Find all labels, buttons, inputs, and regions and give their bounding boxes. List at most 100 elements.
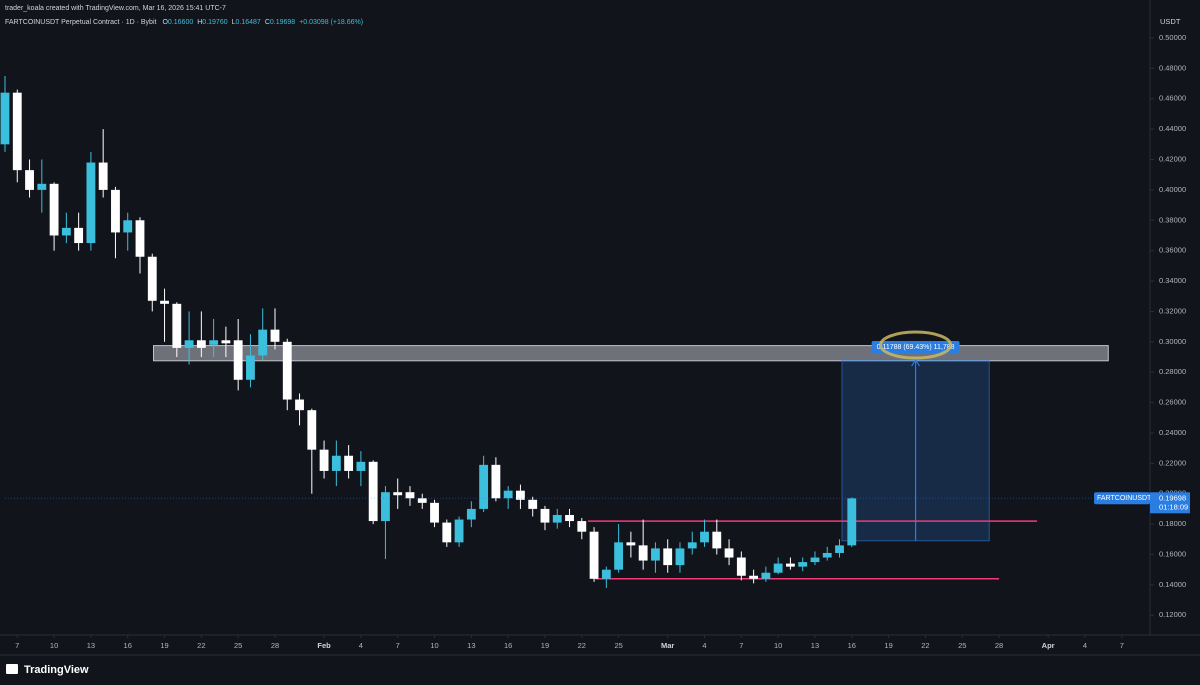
x-tick-label: 16 — [848, 641, 856, 650]
y-tick-label: 0.14000 — [1159, 580, 1186, 589]
price-tag-countdown: 01:18:09 — [1159, 502, 1188, 511]
candle-body — [614, 542, 624, 570]
candle-body — [331, 455, 341, 471]
x-tick-label: 10 — [430, 641, 438, 650]
candle-body — [454, 519, 464, 543]
x-tick-label: 22 — [578, 641, 586, 650]
measure-label: 0.11788 (69.43%) 11,788 — [877, 344, 955, 351]
candle-body — [466, 508, 476, 520]
candle-body — [835, 545, 844, 553]
candle-body — [663, 548, 673, 566]
x-tick-label: 4 — [359, 641, 363, 650]
legend-value: 0.19698 — [270, 19, 295, 26]
x-tick-label: 19 — [160, 641, 168, 650]
candle-body — [405, 492, 415, 499]
candle-body — [258, 329, 268, 356]
candle-body — [589, 531, 599, 579]
candle-body — [307, 410, 317, 450]
candle-body — [638, 545, 648, 561]
candle-body — [135, 220, 145, 257]
x-tick-label: 19 — [541, 641, 549, 650]
candle-body — [798, 562, 808, 567]
candle-body — [98, 162, 108, 190]
candle-body — [700, 531, 709, 543]
candle-body — [74, 227, 84, 244]
candle-body — [37, 183, 47, 190]
x-tick-label: 10 — [774, 641, 782, 650]
candle-body — [736, 557, 746, 576]
candle-body — [601, 569, 611, 579]
candle-body — [368, 461, 378, 522]
legend-key: C — [265, 19, 270, 26]
legend-change: +0.03098 (+18.66%) — [299, 19, 363, 26]
candle-body — [196, 340, 206, 348]
legend-key: O — [162, 19, 168, 26]
candle-body — [773, 563, 783, 573]
candle-body — [417, 498, 427, 503]
x-tick-label: 13 — [467, 641, 475, 650]
candle-body — [393, 492, 403, 496]
x-tick-label: 13 — [811, 641, 819, 650]
candle-body — [552, 514, 562, 523]
x-tick-label: 7 — [396, 641, 400, 650]
y-tick-label: 0.22000 — [1159, 458, 1186, 467]
legend-key: L — [232, 19, 236, 26]
candle-body — [577, 521, 587, 532]
candle-body — [25, 170, 34, 190]
candle-body — [123, 220, 133, 233]
x-tick-label: 25 — [614, 641, 622, 650]
candle-body — [295, 399, 304, 411]
x-tick-label: 28 — [271, 641, 279, 650]
y-tick-label: 0.30000 — [1159, 337, 1186, 346]
candle-body — [565, 514, 574, 522]
legend-key: H — [197, 19, 202, 26]
x-tick-label: 13 — [87, 641, 95, 650]
y-tick-label: 0.24000 — [1159, 428, 1186, 437]
logo: TradingView — [6, 664, 89, 676]
x-tick-label: 22 — [921, 641, 929, 650]
candle-body — [540, 508, 550, 523]
x-tick-label: 4 — [1083, 641, 1087, 650]
logo-icon — [6, 664, 18, 674]
price-tag-symbol-box — [1094, 492, 1150, 505]
candle-body — [749, 575, 759, 579]
candle-body — [233, 340, 243, 380]
x-tick-label: 16 — [124, 641, 132, 650]
candle-body — [147, 256, 157, 301]
y-tick-label: 0.18000 — [1159, 519, 1186, 528]
x-tick-label: 22 — [197, 641, 205, 650]
y-tick-label: 0.50000 — [1159, 33, 1186, 42]
candle-body — [111, 189, 120, 233]
candle-body — [786, 563, 795, 567]
candle-body — [282, 341, 292, 400]
logo-text: TradingView — [24, 664, 89, 676]
y-tick-label: 0.12000 — [1159, 610, 1186, 619]
candle-body — [12, 92, 22, 171]
x-tick-label: Mar — [661, 641, 674, 650]
candle-body — [61, 227, 71, 236]
legend-value: 0.16487 — [236, 19, 261, 26]
candle-body — [724, 548, 734, 558]
legend: FARTCOINUSDT Perpetual Contract · 1D · B… — [5, 19, 363, 26]
price-tag-box — [1150, 492, 1190, 514]
measure-label-box — [871, 341, 960, 354]
x-tick-label: 25 — [958, 641, 966, 650]
candle-body — [221, 340, 231, 344]
candle-body — [503, 490, 513, 499]
x-tick-label: 28 — [995, 641, 1003, 650]
y-tick-label: 0.34000 — [1159, 276, 1186, 285]
y-tick-label: 0.48000 — [1159, 63, 1186, 72]
x-tick-label: 7 — [1120, 641, 1124, 650]
measure-arrowhead — [911, 358, 921, 367]
x-tick-label: 7 — [15, 641, 19, 650]
y-tick-label: 0.32000 — [1159, 306, 1186, 315]
price-tag-symbol: FARTCOINUSDT.P — [1097, 495, 1157, 502]
y-tick-label: 0.40000 — [1159, 185, 1186, 194]
candle-body — [344, 455, 354, 471]
x-tick-label: 19 — [884, 641, 892, 650]
candle-body — [184, 340, 194, 348]
header: trader_koala created with TradingView.co… — [5, 5, 226, 12]
candle-body — [822, 552, 832, 558]
